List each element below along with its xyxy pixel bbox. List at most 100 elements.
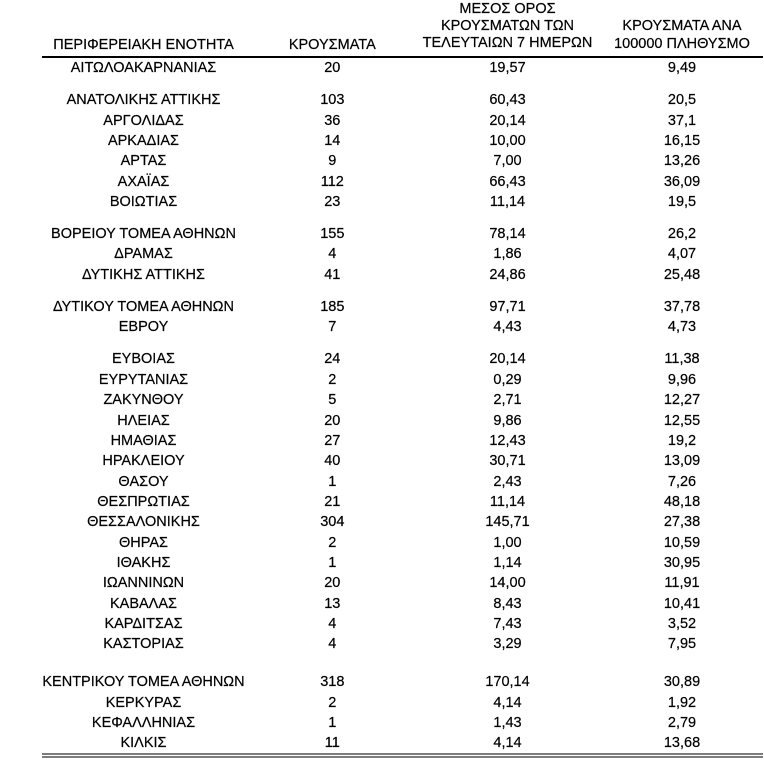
per100k-cell: 10,59 [663, 534, 701, 551]
avg7-cell: 20,14 [489, 112, 526, 129]
per100k-cell: 36,09 [663, 173, 701, 190]
region-cell: ΒΟΡΕΙΟΥ ΤΟΜΕΑ ΑΘΗΝΩΝ [51, 226, 236, 243]
per100k-cell: 10,41 [663, 595, 701, 612]
avg7-cell: 14,00 [489, 575, 526, 592]
cases-cell: 24 [324, 351, 341, 368]
avg7-cell: 11,14 [489, 194, 526, 211]
cases-cell: 23 [324, 194, 341, 211]
avg7-cell: 7,00 [493, 153, 522, 170]
region-cell: ΑΡΚΑΔΙΑΣ [107, 133, 180, 150]
cases-cell: 9 [328, 153, 337, 170]
per100k-cell: 3,52 [667, 616, 697, 633]
per100k-cell: 30,89 [663, 674, 701, 691]
avg7-cell: 1,86 [493, 246, 522, 263]
avg7-cell: 66,43 [489, 173, 526, 190]
column-header-col3-line3: ΤΕΛΕΥΤΑΙΩΝ 7 ΗΜΕΡΩΝ [422, 34, 593, 51]
cases-cell: 304 [320, 514, 345, 531]
per100k-cell: 4,73 [667, 319, 697, 336]
per100k-cell: 7,95 [667, 636, 697, 653]
cases-cell: 20 [324, 412, 341, 429]
bottom-rule-line2 [42, 755, 763, 758]
per100k-cell: 11,38 [664, 351, 700, 368]
region-cell: ΕΥΒΟΙΑΣ [112, 351, 175, 368]
avg7-cell: 24,86 [489, 266, 526, 283]
region-cell: ΑΙΤΩΛΟΑΚΑΡΝΑΝΙΑΣ [70, 59, 217, 76]
per100k-cell: 12,27 [663, 392, 701, 409]
region-cell: ΚΑΣΤΟΡΙΑΣ [103, 636, 184, 653]
avg7-cell: 3,29 [493, 636, 522, 653]
avg7-cell: 4,14 [493, 735, 522, 752]
avg7-cell: 97,71 [489, 298, 526, 315]
avg7-cell: 12,43 [489, 432, 526, 449]
cases-cell: 14 [324, 133, 341, 150]
per100k-cell: 9,96 [667, 371, 697, 388]
column-header-col2-line1: ΚΡΟΥΣΜΑΤΑ [288, 36, 376, 53]
region-cell: ΘΗΡΑΣ [119, 534, 168, 551]
avg7-cell: 0,29 [493, 371, 522, 388]
region-cell: ΗΜΑΘΙΑΣ [110, 432, 177, 449]
cases-cell: 155 [320, 226, 345, 243]
avg7-cell: 11,14 [489, 493, 526, 510]
region-cell: ΚΕΝΤΡΙΚΟΥ ΤΟΜΕΑ ΑΘΗΝΩΝ [42, 674, 245, 691]
per100k-cell: 19,2 [667, 432, 697, 449]
avg7-cell: 19,57 [489, 59, 526, 76]
avg7-cell: 1,00 [493, 534, 522, 551]
per100k-cell: 4,07 [667, 246, 697, 263]
avg7-cell: 2,43 [493, 473, 522, 490]
region-cell: ΑΡΓΟΛΙΔΑΣ [103, 112, 184, 129]
avg7-cell: 30,71 [489, 453, 526, 470]
region-cell: ΖΑΚΥΝΘΟΥ [103, 392, 184, 409]
region-cell: ΚΙΛΚΙΣ [120, 735, 167, 752]
avg7-cell: 1,14 [493, 554, 522, 571]
avg7-cell: 145,71 [485, 514, 530, 531]
region-cell: ΙΩΑΝΝΙΝΩΝ [102, 575, 185, 592]
per100k-cell: 26,2 [667, 226, 697, 243]
region-cell: ΚΑΒΑΛΑΣ [109, 595, 177, 612]
avg7-cell: 20,14 [489, 351, 526, 368]
avg7-cell: 1,43 [493, 714, 522, 731]
region-cell: ΗΡΑΚΛΕΙΟΥ [102, 453, 185, 470]
per100k-cell: 13,68 [663, 735, 701, 752]
per100k-cell: 37,78 [663, 298, 701, 315]
region-cell: ΙΘΑΚΗΣ [116, 554, 171, 571]
cases-cell: 20 [324, 575, 341, 592]
region-cell: ΘΕΣΠΡΩΤΙΑΣ [97, 493, 190, 510]
per100k-cell: 11,91 [664, 575, 700, 592]
per100k-cell: 25,48 [663, 266, 701, 283]
region-cell: ΔΥΤΙΚΟΥ ΤΟΜΕΑ ΑΘΗΝΩΝ [52, 298, 234, 315]
column-header-col4-line1: ΚΡΟΥΣΜΑΤΑ ΑΝΑ [622, 18, 742, 35]
cases-cell: 41 [324, 266, 341, 283]
per100k-cell: 48,18 [663, 493, 701, 510]
cases-cell: 21 [324, 493, 341, 510]
header-rule [42, 55, 763, 58]
cases-cell: 5 [328, 392, 337, 409]
region-cell: ΚΕΡΚΥΡΑΣ [105, 694, 182, 711]
per100k-cell: 20,5 [667, 92, 697, 109]
region-cell: ΚΕΦΑΛΛΗΝΙΑΣ [91, 714, 196, 731]
per100k-cell: 30,95 [663, 554, 701, 571]
region-cell: ΑΝΑΤΟΛΙΚΗΣ ΑΤΤΙΚΗΣ [66, 92, 221, 109]
cases-cell: 185 [320, 298, 345, 315]
per100k-cell: 13,09 [663, 453, 701, 470]
region-cell: ΘΕΣΣΑΛΟΝΙΚΗΣ [87, 514, 200, 531]
column-header-col3-line2: ΚΡΟΥΣΜΑΤΩΝ ΤΩΝ [440, 17, 575, 34]
avg7-cell: 60,43 [489, 92, 526, 109]
avg7-cell: 2,71 [493, 392, 522, 409]
cases-cell: 103 [320, 92, 345, 109]
per100k-cell: 2,79 [667, 714, 697, 731]
avg7-cell: 170,14 [485, 674, 530, 691]
avg7-cell: 10,00 [489, 133, 526, 150]
per100k-cell: 12,55 [663, 412, 701, 429]
cases-cell: 4 [328, 636, 337, 653]
per100k-cell: 7,26 [667, 473, 697, 490]
region-cell: ΗΛΕΙΑΣ [117, 412, 170, 429]
per100k-cell: 1,92 [667, 694, 697, 711]
cases-cell: 4 [328, 616, 337, 633]
cases-cell: 318 [320, 674, 345, 691]
per100k-cell: 37,1 [667, 112, 697, 129]
region-cell: ΕΒΡΟΥ [118, 319, 169, 336]
bottom-rule-line1 [42, 752, 763, 755]
cases-cell: 11 [324, 735, 340, 752]
cases-cell: 36 [324, 112, 341, 129]
cases-cell: 7 [328, 319, 337, 336]
